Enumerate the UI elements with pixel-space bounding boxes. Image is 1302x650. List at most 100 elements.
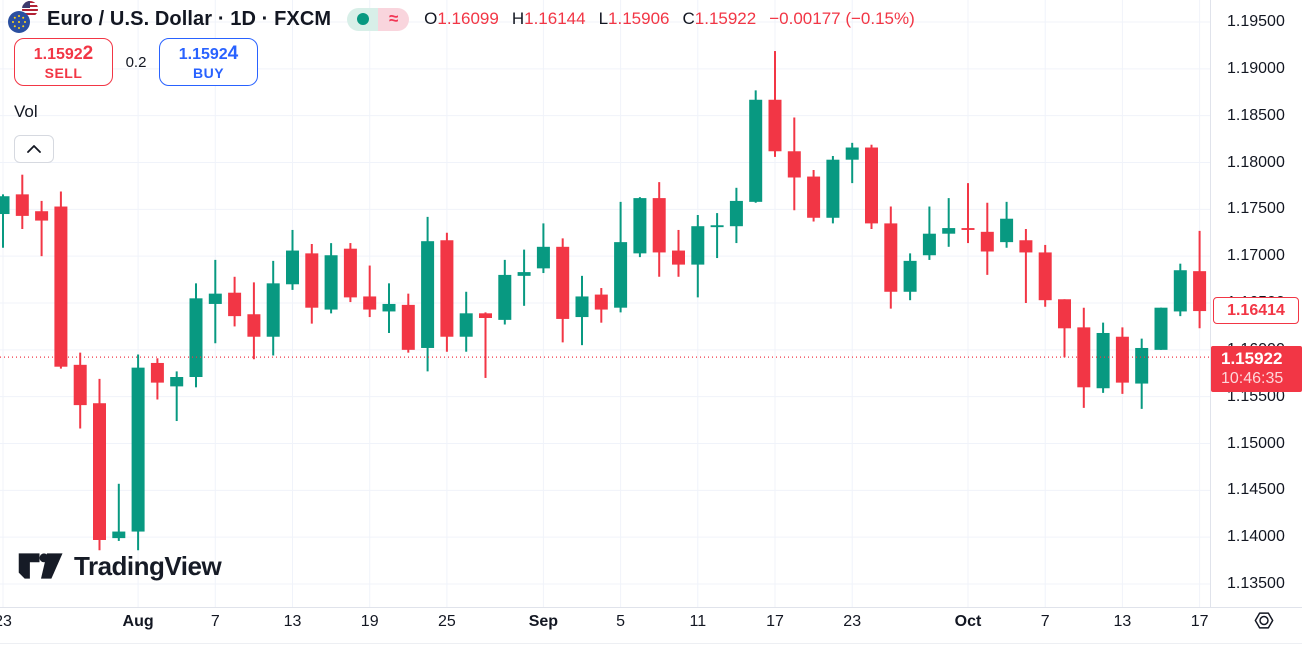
candle-body xyxy=(401,304,415,350)
candle-body xyxy=(170,377,184,387)
time-tick-label: Oct xyxy=(954,613,982,630)
volume-pane-expand-button[interactable] xyxy=(14,135,54,163)
time-tick-label: 11 xyxy=(689,613,707,630)
volume-indicator-label[interactable]: Vol xyxy=(14,102,38,121)
candle-body xyxy=(1000,218,1014,243)
candle-body xyxy=(807,176,821,218)
market-status-pill[interactable]: ≈ xyxy=(347,7,410,31)
close-value: C1.15922 xyxy=(682,9,757,28)
ohlc-values: O1.16099 H1.16144 L1.15906 C1.15922 −0.0… xyxy=(424,9,915,29)
candle-body xyxy=(1058,299,1071,329)
candle-body xyxy=(0,196,10,215)
time-axis-border xyxy=(0,607,1302,608)
candle-body xyxy=(1077,327,1091,388)
candle-body xyxy=(305,253,319,308)
price-tick-label: 1.17000 xyxy=(1227,247,1285,265)
candle-body xyxy=(710,225,724,228)
candle-body xyxy=(961,228,975,230)
time-tick-label: 17 xyxy=(1190,613,1209,630)
axis-settings-icon[interactable] xyxy=(1251,608,1277,633)
price-tick-label: 1.18000 xyxy=(1227,153,1285,171)
candle-body xyxy=(35,211,49,221)
change-value: −0.00177 (−0.15%) xyxy=(769,9,915,28)
time-tick-label: 23 xyxy=(843,613,862,630)
eu-flag-icon xyxy=(8,11,30,33)
time-tick-label: Aug xyxy=(122,613,154,630)
candle-body xyxy=(594,294,608,310)
candle-body xyxy=(884,223,898,292)
price-axis-border xyxy=(1210,0,1211,607)
candle-body xyxy=(228,292,242,317)
price-tick-label: 1.13500 xyxy=(1227,575,1285,592)
buy-button[interactable]: 1.15924 BUY xyxy=(159,38,258,86)
candle-body xyxy=(536,246,550,269)
sell-button[interactable]: 1.15922 SELL xyxy=(14,38,113,86)
candle-body xyxy=(54,206,68,367)
eurusd-flag-icon xyxy=(8,1,38,33)
candle-body xyxy=(691,226,705,265)
tradingview-logo-icon xyxy=(18,553,63,579)
time-tick-label: 7 xyxy=(1040,613,1050,630)
candle-body xyxy=(208,293,222,304)
candle-body xyxy=(903,260,917,292)
candle-body xyxy=(922,233,936,256)
bottom-divider xyxy=(0,643,1302,644)
candle-body xyxy=(286,250,299,285)
symbol-title[interactable]: Euro / U.S. Dollar · 1D · FXCM xyxy=(47,7,332,30)
time-tick-label: 19 xyxy=(360,613,379,630)
candle-body xyxy=(459,313,473,337)
candle-body xyxy=(1038,252,1052,301)
market-open-dot-icon xyxy=(356,13,369,25)
time-tick-label: 5 xyxy=(616,613,626,630)
current-price-label: 1.15922 10:46:35 xyxy=(1211,346,1302,393)
bar-countdown: 10:46:35 xyxy=(1221,370,1284,388)
candle-body xyxy=(1096,332,1110,389)
low-value: L1.15906 xyxy=(598,9,670,28)
candle-body xyxy=(15,194,29,216)
candle-body xyxy=(343,248,357,298)
candle-body xyxy=(672,250,685,265)
candle-body xyxy=(150,362,164,383)
open-value: O1.16099 xyxy=(424,9,499,28)
candle-body xyxy=(112,531,126,539)
chevron-up-icon xyxy=(27,145,41,153)
price-tick-label: 1.15000 xyxy=(1227,434,1285,452)
candle-body xyxy=(826,159,840,218)
candle-body xyxy=(189,298,203,378)
tradingview-watermark[interactable]: TradingView xyxy=(18,549,222,583)
candle-body xyxy=(865,147,878,224)
candle-body xyxy=(787,151,801,178)
candle-body xyxy=(1115,336,1129,383)
candle-body xyxy=(440,240,454,337)
candle-body xyxy=(1193,271,1207,312)
candle-body xyxy=(556,246,570,319)
candle-body xyxy=(73,364,87,406)
spread-value: 0.2 xyxy=(125,53,147,71)
candle-body xyxy=(1019,240,1033,253)
high-value: H1.16144 xyxy=(511,9,586,28)
candle-body xyxy=(479,313,492,318)
candle-body xyxy=(614,242,628,308)
time-tick-label: 23 xyxy=(0,613,12,630)
price-tick-label: 1.14000 xyxy=(1227,528,1285,546)
candle-body xyxy=(652,198,666,253)
time-tick-label: 17 xyxy=(766,613,784,630)
candle-body xyxy=(247,314,261,337)
candle-body xyxy=(421,241,435,348)
candle-body xyxy=(942,228,956,234)
candle-body xyxy=(1154,307,1168,350)
last-close-price-label: 1.16414 xyxy=(1213,297,1299,324)
candle-body xyxy=(266,283,280,337)
candle-body xyxy=(1173,270,1187,312)
candle-body xyxy=(575,296,589,318)
price-tick-label: 1.19000 xyxy=(1227,59,1285,77)
time-tick-label: 13 xyxy=(1113,613,1132,630)
tradingview-logo-text: TradingView xyxy=(74,550,222,581)
price-tick-label: 1.18500 xyxy=(1227,106,1285,124)
time-tick-label: Sep xyxy=(528,613,559,630)
time-tick-label: 25 xyxy=(437,613,456,630)
candlestick-canvas[interactable] xyxy=(0,0,1210,607)
sell-price: 1.15922 xyxy=(33,43,94,65)
candle-body xyxy=(382,303,396,312)
candle-body xyxy=(93,403,106,540)
